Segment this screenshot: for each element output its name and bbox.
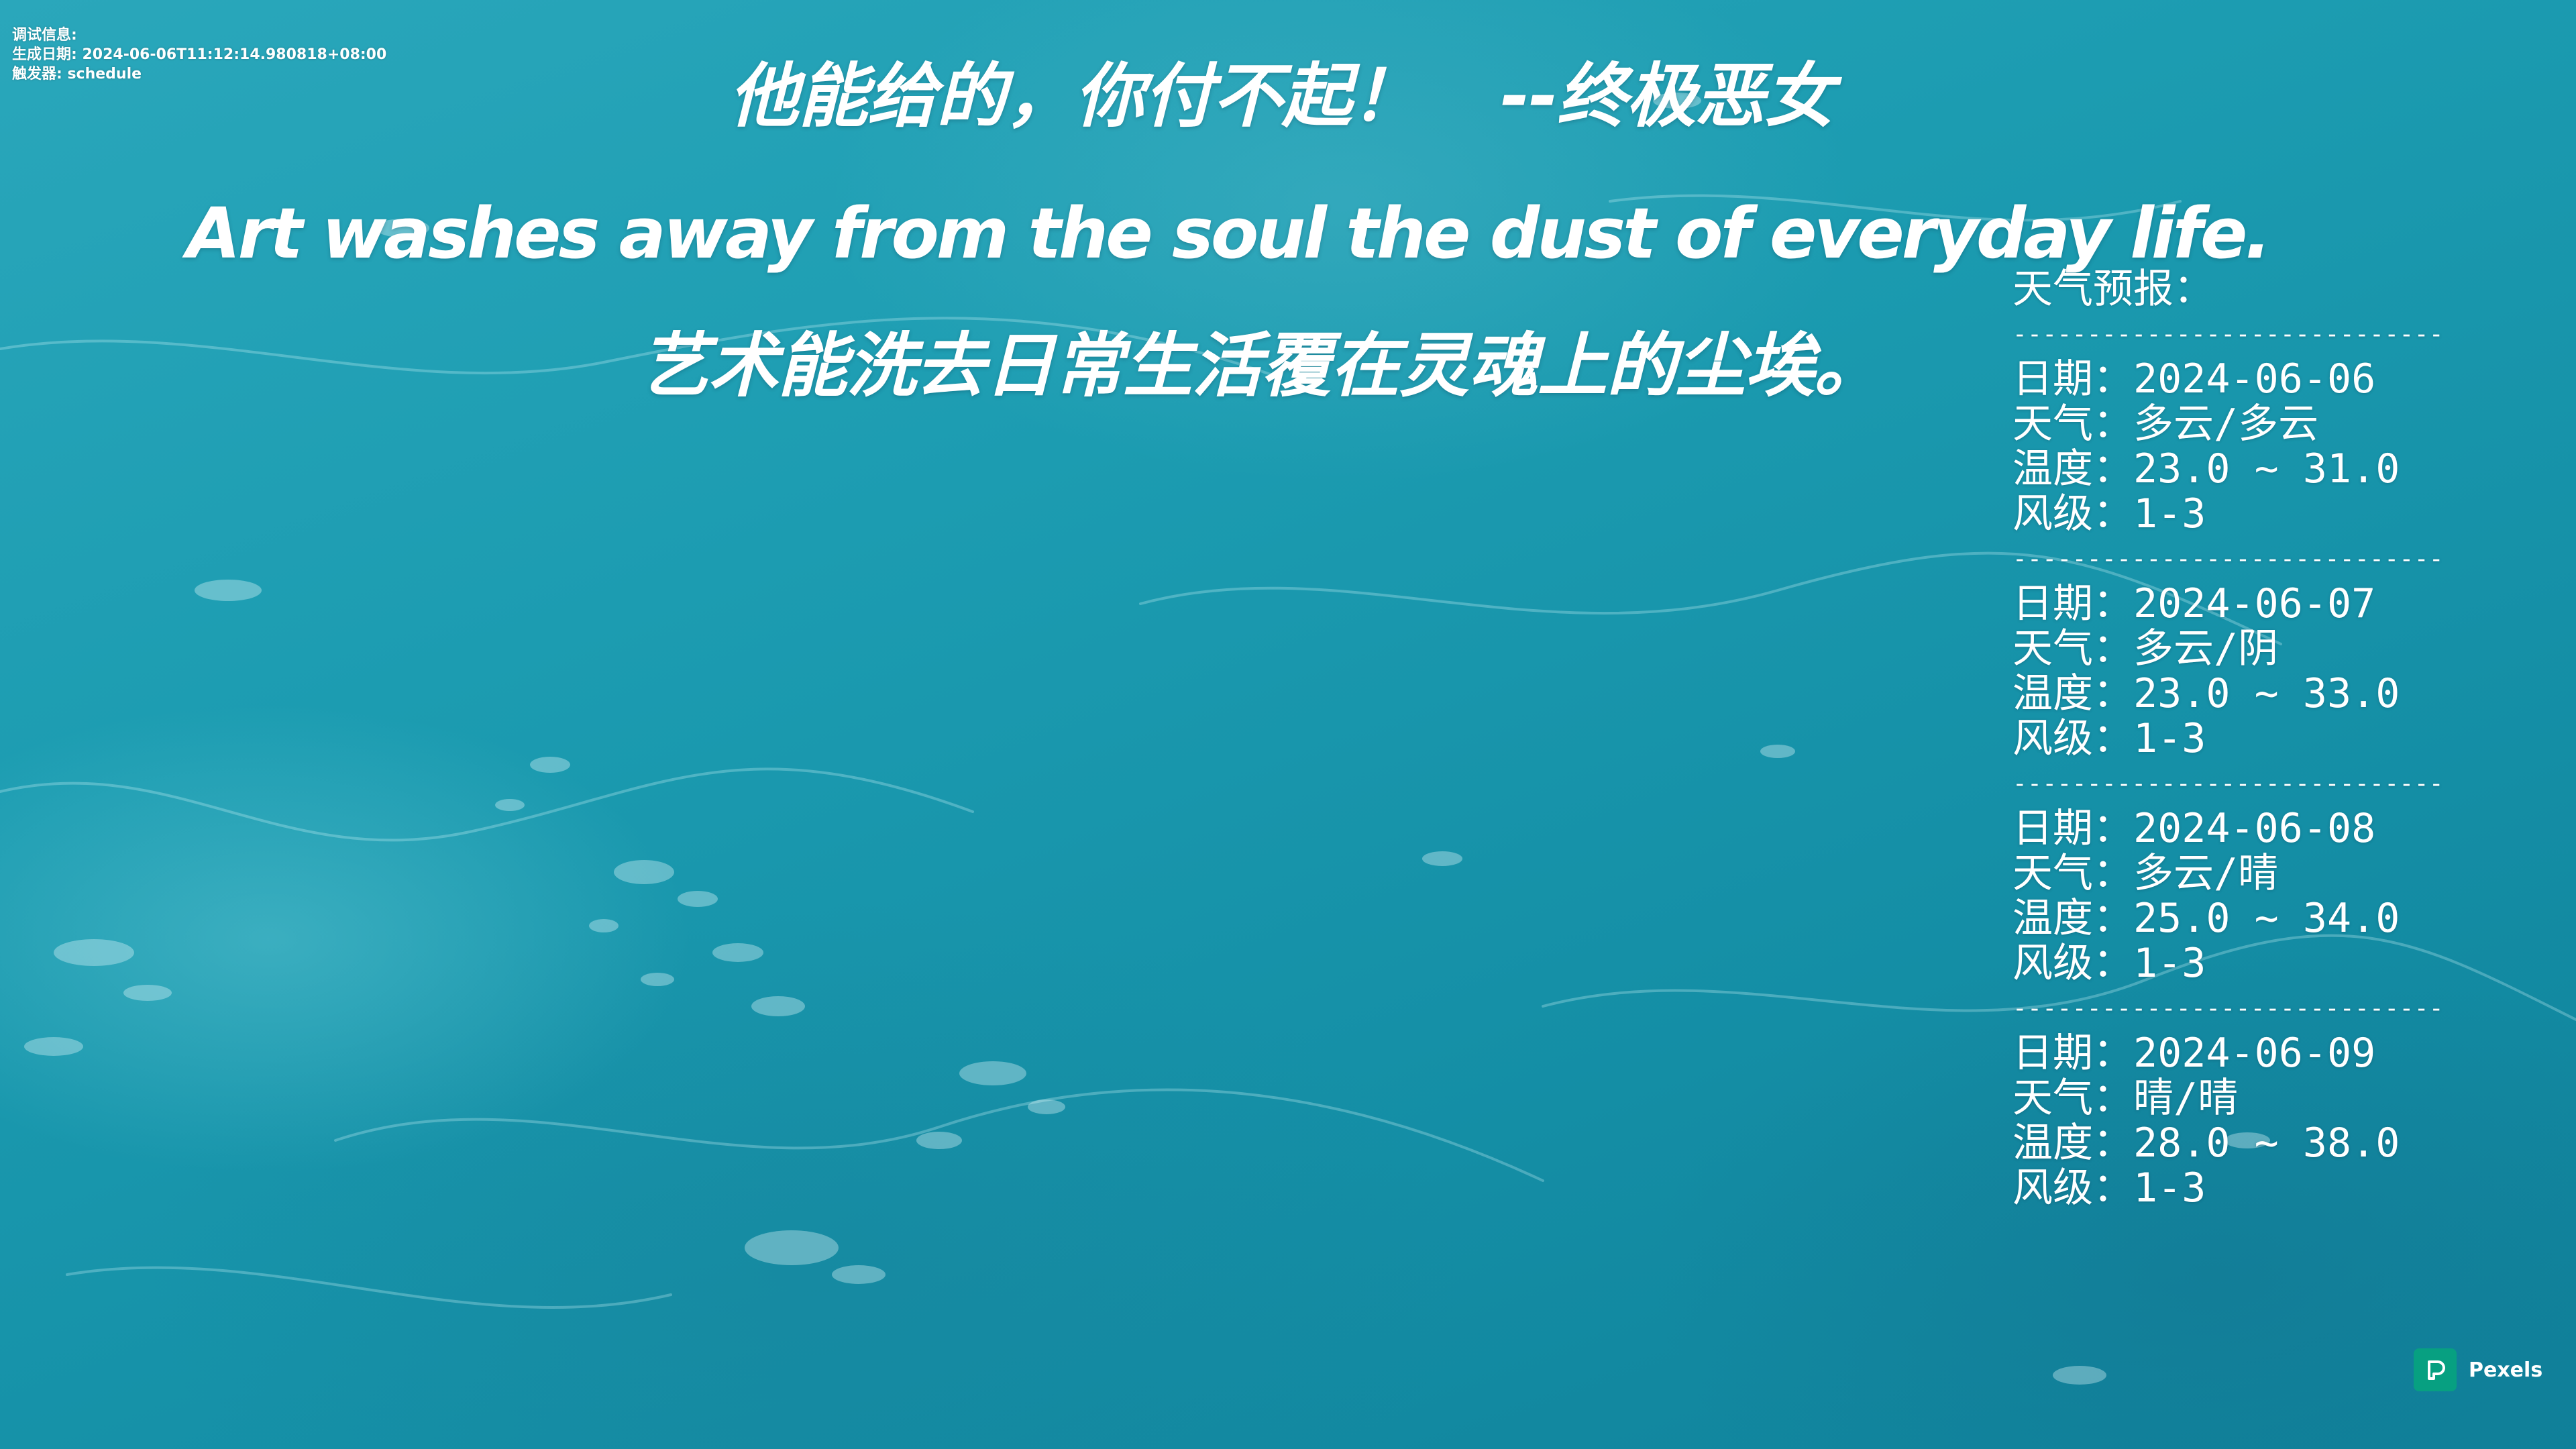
weather-date-value: 2024-06-08 — [2133, 805, 2376, 852]
weather-forecast-title: 天气预报： — [2012, 266, 2214, 313]
weather-day-block: 日期：2024-06-07 天气：多云/阴 温度：23.0 ~ 33.0 风级：1-3 — [2012, 582, 2442, 761]
weather-day-block: 日期：2024-06-09 天气：晴/晴 温度：28.0 ~ 38.0 风级：1-3 — [2012, 1031, 2442, 1211]
weather-condition-label: 天气： — [2012, 850, 2133, 897]
weather-wind-level-value: 1-3 — [2133, 1165, 2206, 1212]
weather-condition-row: 天气：晴/晴 — [2012, 1076, 2442, 1121]
weather-date-label: 日期： — [2012, 580, 2133, 627]
weather-condition-label: 天气： — [2012, 625, 2133, 672]
weather-temperature-label: 温度： — [2012, 670, 2133, 717]
weather-wind-level-row: 风级：1-3 — [2012, 941, 2442, 986]
weather-temperature-value: 23.0 ~ 31.0 — [2133, 445, 2400, 492]
weather-temperature-label: 温度： — [2012, 445, 2133, 492]
weather-days-list: ----------------------------------------… — [2012, 312, 2442, 1211]
debug-trigger: 触发器: schedule — [12, 66, 142, 83]
weather-date-label: 日期： — [2012, 356, 2133, 402]
weather-forecast-panel: 天气预报： ----------------------------------… — [2012, 267, 2442, 1211]
weather-wind-level-row: 风级：1-3 — [2012, 1166, 2442, 1211]
quote-english-translation: 艺术能洗去日常生活覆在灵魂上的尘埃。 — [639, 325, 1884, 407]
weather-date-row: 日期：2024-06-06 — [2012, 357, 2442, 402]
pexels-watermark: Pexels — [2414, 1348, 2542, 1391]
weather-temperature-row: 温度：28.0 ~ 38.0 — [2012, 1121, 2442, 1166]
weather-separator: ----------------------------------------… — [2012, 995, 2442, 1022]
weather-day-block: 日期：2024-06-08 天气：多云/晴 温度：25.0 ~ 34.0 风级：1-3 — [2012, 806, 2442, 986]
weather-temperature-value: 28.0 ~ 38.0 — [2133, 1120, 2400, 1167]
quote-chinese-line: 他能给的，你付不起！ --终极恶女 — [0, 52, 2569, 140]
weather-date-row: 日期：2024-06-08 — [2012, 806, 2442, 851]
weather-condition-value: 多云/阴 — [2133, 625, 2279, 672]
weather-date-label: 日期： — [2012, 805, 2133, 852]
weather-temperature-row: 温度：23.0 ~ 31.0 — [2012, 447, 2442, 492]
weather-wind-level-row: 风级：1-3 — [2012, 716, 2442, 761]
weather-wind-level-label: 风级： — [2012, 490, 2133, 537]
weather-wind-level-label: 风级： — [2012, 940, 2133, 987]
pexels-label: Pexels — [2469, 1358, 2543, 1382]
weather-date-label: 日期： — [2012, 1030, 2133, 1077]
weather-wind-level-value: 1-3 — [2133, 940, 2206, 987]
weather-temperature-label: 温度： — [2012, 895, 2133, 942]
weather-temperature-value: 25.0 ~ 34.0 — [2133, 895, 2400, 942]
weather-temperature-row: 温度：23.0 ~ 33.0 — [2012, 672, 2442, 716]
weather-condition-row: 天气：多云/晴 — [2012, 851, 2442, 896]
debug-info: 调试信息: 生成日期: 2024-06-06T11:12:14.980818+0… — [12, 25, 386, 84]
weather-condition-row: 天气：多云/阴 — [2012, 627, 2442, 672]
weather-separator: ----------------------------------------… — [2012, 770, 2442, 798]
weather-temperature-label: 温度： — [2012, 1120, 2133, 1167]
quote-chinese: 他能给的，你付不起！ — [729, 55, 1421, 137]
weather-day-block: 日期：2024-06-06 天气：多云/多云 温度：23.0 ~ 31.0 风级：1-… — [2012, 357, 2442, 537]
weather-wind-level-label: 风级： — [2012, 1165, 2133, 1212]
weather-separator: ----------------------------------------… — [2012, 321, 2442, 348]
weather-wind-level-value: 1-3 — [2133, 490, 2206, 537]
weather-date-row: 日期：2024-06-07 — [2012, 582, 2442, 627]
weather-date-row: 日期：2024-06-09 — [2012, 1031, 2442, 1076]
weather-date-value: 2024-06-07 — [2133, 580, 2376, 627]
weather-condition-row: 天气：多云/多云 — [2012, 402, 2442, 447]
quote-english: Art washes away from the soul the dust o… — [186, 193, 2271, 274]
debug-title: 调试信息: — [12, 27, 77, 44]
weather-separator: ----------------------------------------… — [2012, 545, 2442, 573]
weather-wind-level-label: 风级： — [2012, 715, 2133, 762]
weather-temperature-row: 温度：25.0 ~ 34.0 — [2012, 896, 2442, 941]
weather-condition-label: 天气： — [2012, 400, 2133, 447]
weather-condition-value: 多云/多云 — [2133, 400, 2319, 447]
weather-date-value: 2024-06-06 — [2133, 356, 2376, 402]
weather-wind-level-value: 1-3 — [2133, 715, 2206, 762]
debug-generated-date: 生成日期: 2024-06-06T11:12:14.980818+08:00 — [12, 46, 387, 63]
quote-author: --终极恶女 — [1500, 55, 1834, 137]
weather-condition-value: 晴/晴 — [2133, 1075, 2239, 1122]
weather-condition-label: 天气： — [2012, 1075, 2133, 1122]
weather-temperature-value: 23.0 ~ 33.0 — [2133, 670, 2400, 717]
weather-condition-value: 多云/晴 — [2133, 850, 2279, 897]
pexels-logo-icon — [2414, 1348, 2457, 1391]
weather-date-value: 2024-06-09 — [2133, 1030, 2376, 1077]
weather-wind-level-row: 风级：1-3 — [2012, 492, 2442, 537]
